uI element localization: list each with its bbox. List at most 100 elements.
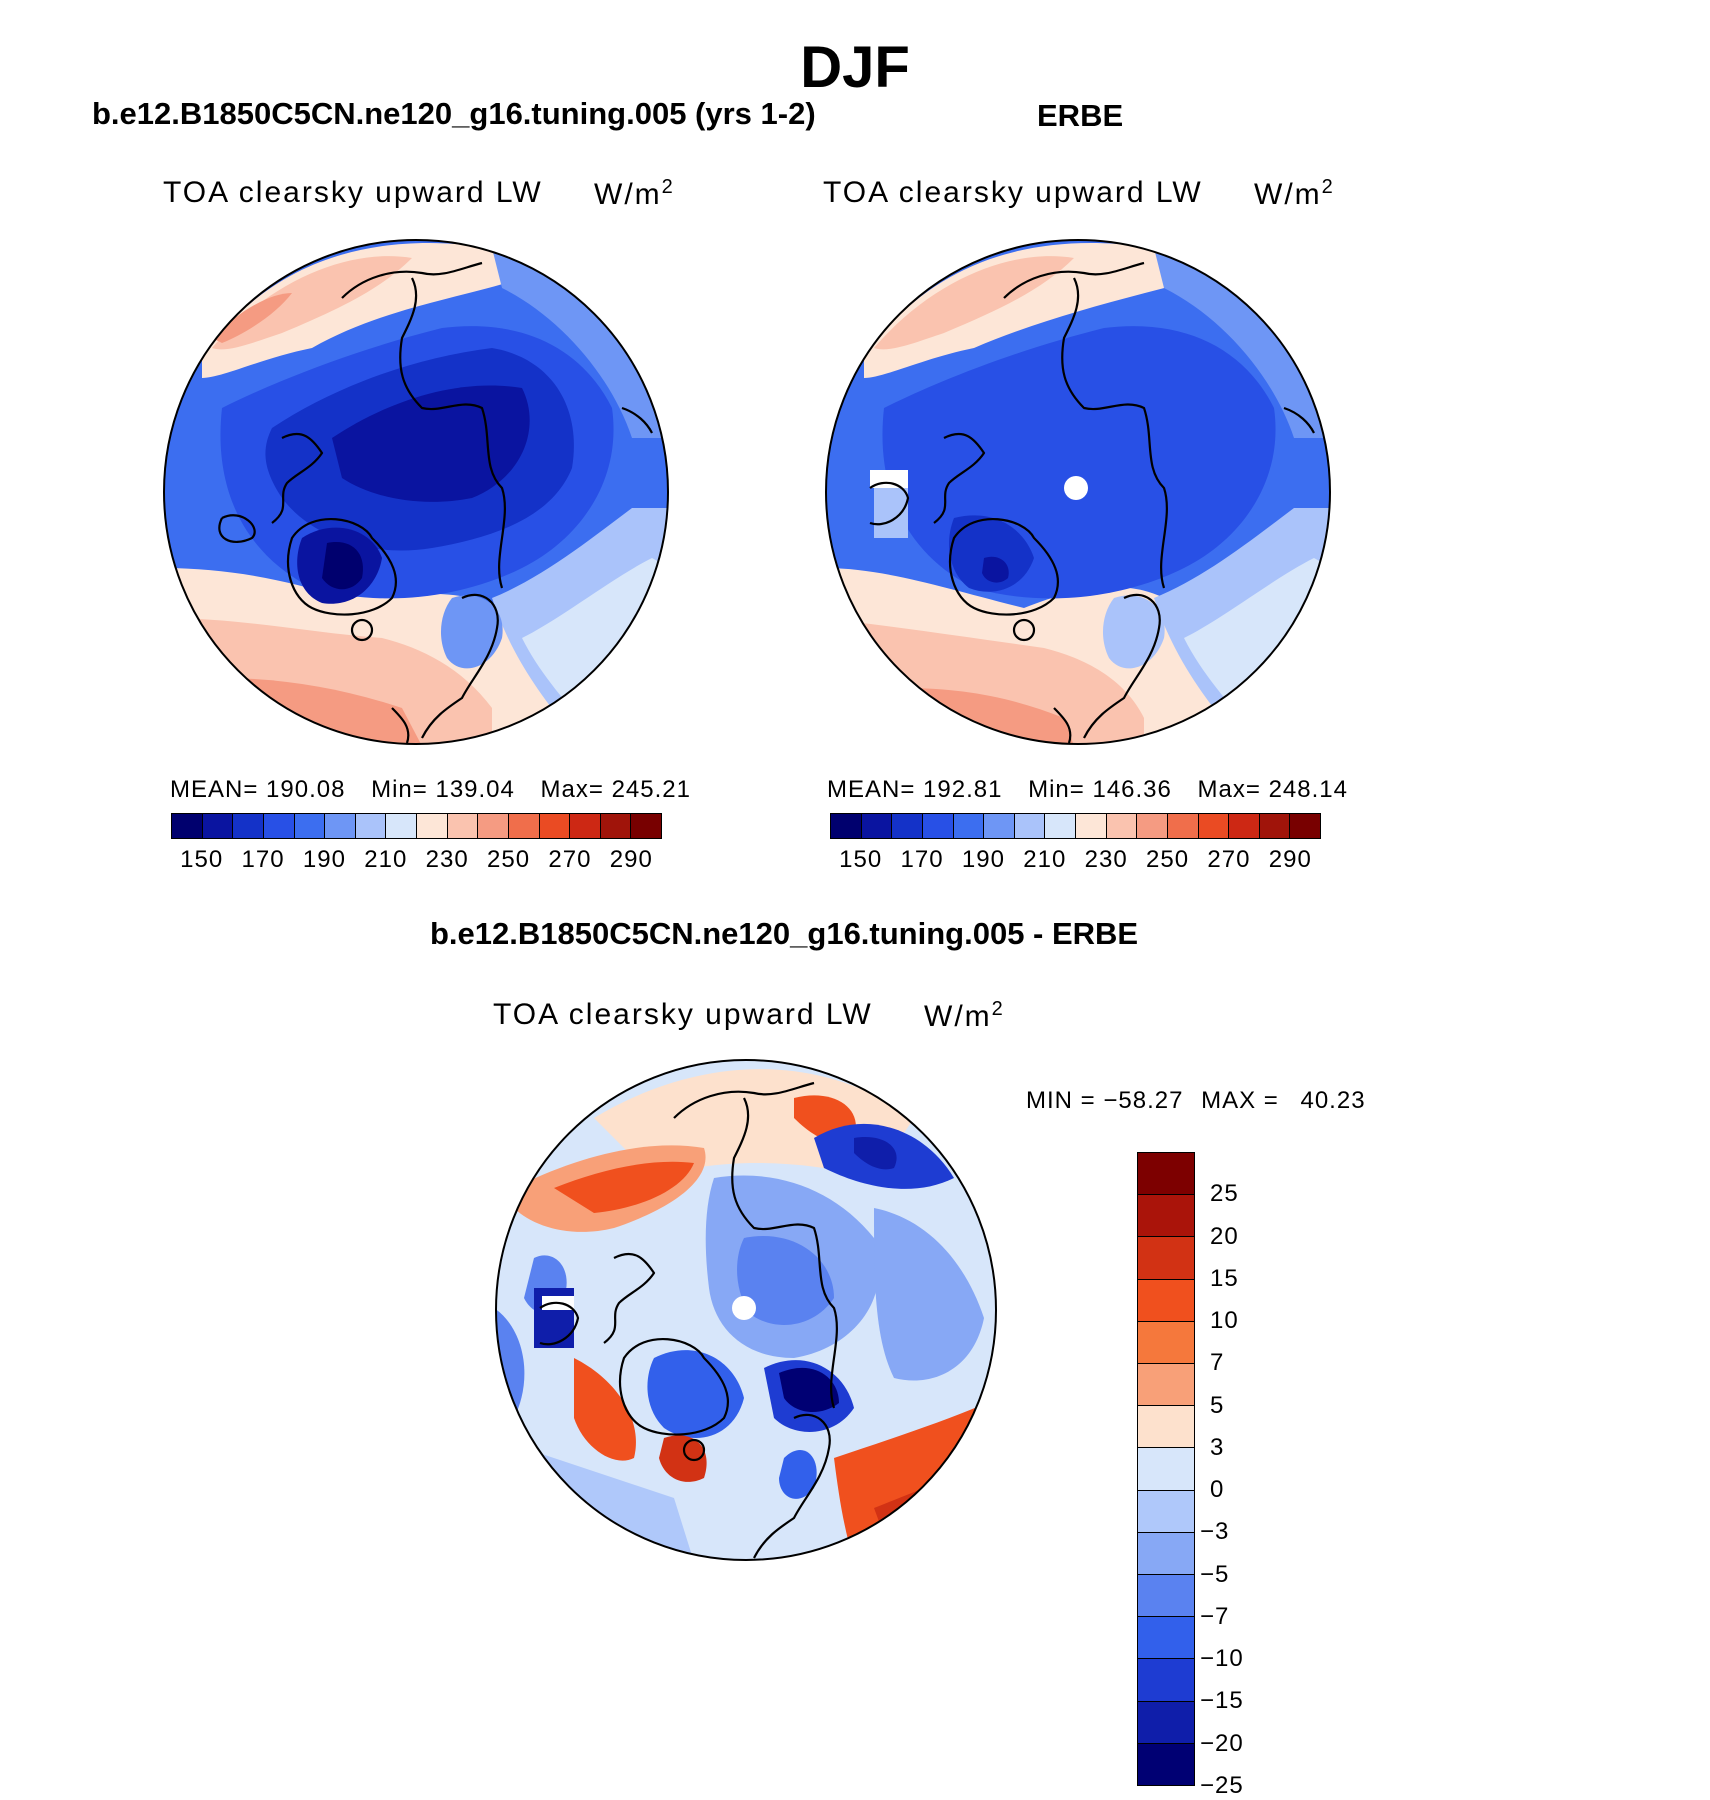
colorbar-tick-label: 290 bbox=[609, 846, 653, 873]
colorbar-swatch bbox=[1138, 1406, 1194, 1449]
colorbar-swatch bbox=[1138, 1321, 1194, 1365]
colorbar-tick-label: −20 bbox=[1200, 1729, 1244, 1757]
colorbar-tick-label: 170 bbox=[900, 846, 944, 873]
colorbar-swatch bbox=[539, 814, 571, 838]
colorbar-swatch bbox=[600, 814, 632, 838]
colorbar-swatch bbox=[1014, 814, 1046, 838]
colorbar-swatch bbox=[892, 814, 923, 838]
colorbar-tick-label: 15 bbox=[1210, 1264, 1239, 1292]
colorbar-swatch bbox=[1106, 814, 1138, 838]
colorbar-tick-label: 25 bbox=[1210, 1180, 1239, 1208]
colorbar-ticks-obs: 150 170 190 210 230 250 270 290 bbox=[830, 846, 1321, 876]
colorbar-swatch bbox=[447, 814, 479, 838]
colorbar-tick-label: 10 bbox=[1210, 1307, 1239, 1335]
units-label-diff: W/m2 bbox=[924, 998, 1005, 1033]
colorbar-swatch bbox=[1138, 1617, 1194, 1660]
colorbar-tick-label: 270 bbox=[1207, 846, 1251, 873]
colorbar-tick-label: 290 bbox=[1268, 846, 1312, 873]
colorbar-swatch bbox=[1138, 1153, 1194, 1196]
colorbar-tick-label: 150 bbox=[180, 846, 224, 873]
panel-title-model: b.e12.B1850C5CN.ne120_g16.tuning.005 (yr… bbox=[92, 96, 816, 131]
colorbar-swatch bbox=[478, 814, 509, 838]
colorbar-tick-label: 270 bbox=[548, 846, 592, 873]
colorbar-tick-label: 7 bbox=[1210, 1349, 1225, 1377]
colorbar-swatch bbox=[1137, 814, 1168, 838]
colorbar-swatch bbox=[953, 814, 985, 838]
colorbar-tick-label: 250 bbox=[1146, 846, 1190, 873]
colorbar-swatch bbox=[1138, 1279, 1194, 1322]
colorbar-tick-label: 20 bbox=[1210, 1222, 1239, 1250]
page-title: DJF bbox=[800, 35, 910, 100]
colorbar-swatch bbox=[1138, 1701, 1194, 1744]
colorbar-tick-label: −3 bbox=[1200, 1518, 1230, 1546]
colorbar-swatch bbox=[1138, 1237, 1194, 1280]
colorbar-swatch bbox=[570, 814, 601, 838]
colorbar-swatch bbox=[325, 814, 356, 838]
colorbar-ticks-model: 150 170 190 210 230 250 270 290 bbox=[171, 846, 662, 876]
colorbar-swatch bbox=[1138, 1195, 1194, 1238]
colorbar-tick-label: 190 bbox=[302, 846, 346, 873]
panel-title-obs: ERBE bbox=[1037, 98, 1124, 133]
colorbar-tick-label: 5 bbox=[1210, 1391, 1225, 1419]
colorbar-swatch bbox=[1167, 814, 1199, 838]
colorbar-model bbox=[171, 813, 662, 839]
colorbar-tick-label: 0 bbox=[1210, 1476, 1225, 1504]
colorbar-tick-label: 190 bbox=[961, 846, 1005, 873]
colorbar-swatch bbox=[922, 814, 954, 838]
colorbar-swatch bbox=[1229, 814, 1260, 838]
colorbar-swatch bbox=[1138, 1448, 1194, 1491]
colorbar-swatch bbox=[233, 814, 264, 838]
colorbar-tick-label: 210 bbox=[1023, 846, 1067, 873]
polar-map-diff bbox=[495, 1059, 997, 1561]
colorbar-swatch bbox=[1138, 1743, 1194, 1786]
colorbar-swatch bbox=[172, 814, 203, 838]
colorbar-swatch bbox=[417, 814, 448, 838]
colorbar-swatch bbox=[1290, 814, 1320, 838]
colorbar-swatch bbox=[202, 814, 234, 838]
variable-label-model: TOA clearsky upward LW bbox=[163, 176, 543, 209]
colorbar-swatch bbox=[1259, 814, 1291, 838]
colorbar-swatch bbox=[263, 814, 295, 838]
colorbar-ticks-diff: 25 20 15 10 7 5 3 0 −3 −5 −7 −10 −15 −20 −25 bbox=[1200, 1152, 1280, 1799]
colorbar-tick-label: 170 bbox=[241, 846, 285, 873]
colorbar-tick-label: −10 bbox=[1200, 1645, 1244, 1673]
colorbar-obs bbox=[830, 813, 1321, 839]
colorbar-tick-label: −5 bbox=[1200, 1560, 1230, 1588]
colorbar-tick-label: 210 bbox=[364, 846, 408, 873]
colorbar-swatch bbox=[984, 814, 1015, 838]
colorbar-swatch bbox=[355, 814, 387, 838]
colorbar-swatch bbox=[508, 814, 540, 838]
colorbar-tick-label: 250 bbox=[487, 846, 531, 873]
colorbar-swatch bbox=[1076, 814, 1107, 838]
stats-obs: MEAN= 192.81 Min= 146.36 Max= 248.14 bbox=[827, 776, 1348, 803]
colorbar-swatch bbox=[831, 814, 862, 838]
colorbar-tick-label: −15 bbox=[1200, 1687, 1244, 1715]
colorbar-swatch bbox=[1198, 814, 1230, 838]
colorbar-tick-label: 3 bbox=[1210, 1433, 1225, 1461]
stats-model: MEAN= 190.08 Min= 139.04 Max= 245.21 bbox=[170, 776, 691, 803]
colorbar-tick-label: 150 bbox=[839, 846, 883, 873]
colorbar-swatch bbox=[1045, 814, 1076, 838]
polar-map-model bbox=[163, 239, 669, 745]
colorbar-swatch bbox=[1138, 1659, 1194, 1702]
units-label-obs: W/m2 bbox=[1254, 176, 1335, 211]
colorbar-swatch bbox=[631, 814, 661, 838]
colorbar-swatch bbox=[1138, 1532, 1194, 1576]
polar-map-obs bbox=[825, 239, 1331, 745]
variable-label-diff: TOA clearsky upward LW bbox=[493, 998, 873, 1031]
colorbar-swatch bbox=[1138, 1490, 1194, 1533]
colorbar-tick-label: −25 bbox=[1200, 1772, 1244, 1799]
units-label-model: W/m2 bbox=[594, 176, 675, 211]
panel-title-diff: b.e12.B1850C5CN.ne120_g16.tuning.005 - E… bbox=[430, 916, 1139, 951]
colorbar-swatch bbox=[1138, 1364, 1194, 1407]
colorbar-tick-label: −7 bbox=[1200, 1602, 1230, 1630]
colorbar-swatch bbox=[294, 814, 326, 838]
colorbar-tick-label: 230 bbox=[1084, 846, 1128, 873]
colorbar-diff bbox=[1137, 1152, 1195, 1786]
variable-label-obs: TOA clearsky upward LW bbox=[823, 176, 1203, 209]
colorbar-swatch bbox=[861, 814, 893, 838]
colorbar-swatch bbox=[386, 814, 417, 838]
colorbar-tick-label: 230 bbox=[425, 846, 469, 873]
colorbar-swatch bbox=[1138, 1575, 1194, 1618]
stats-diff: MIN = −58.27 MAX = 40.23 bbox=[1026, 1087, 1366, 1114]
